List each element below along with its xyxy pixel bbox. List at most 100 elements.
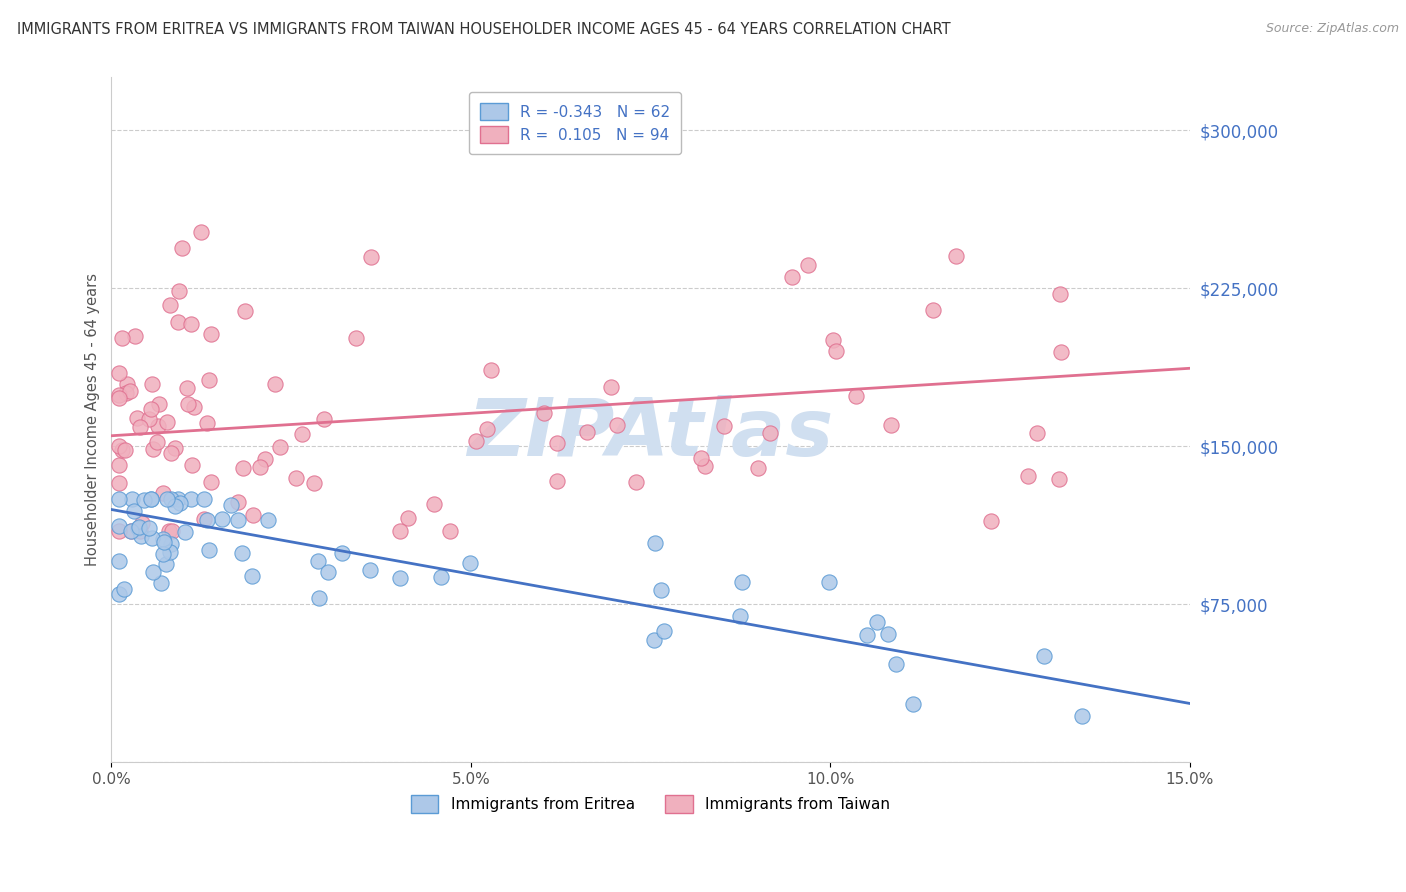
- Point: [129, 524, 152, 538]
- Point: [120, 524, 142, 538]
- Point: [107, 554, 129, 568]
- Point: [269, 441, 291, 455]
- Point: [922, 303, 945, 318]
- Point: [160, 491, 183, 506]
- Point: [439, 524, 461, 538]
- Point: [180, 317, 202, 331]
- Point: [249, 459, 271, 474]
- Point: [150, 575, 173, 590]
- Point: [152, 532, 174, 546]
- Point: [330, 546, 353, 560]
- Point: [195, 417, 218, 431]
- Point: [606, 418, 628, 433]
- Point: [1017, 468, 1039, 483]
- Point: [824, 343, 846, 358]
- Point: [153, 534, 176, 549]
- Point: [546, 436, 568, 450]
- Point: [650, 583, 672, 598]
- Point: [107, 458, 129, 472]
- Point: [1047, 472, 1070, 486]
- Point: [690, 451, 713, 466]
- Point: [644, 535, 666, 549]
- Point: [107, 391, 129, 405]
- Point: [107, 586, 129, 600]
- Point: [107, 491, 129, 506]
- Point: [396, 511, 419, 525]
- Point: [232, 461, 254, 475]
- Point: [257, 513, 280, 527]
- Point: [142, 442, 165, 457]
- Point: [170, 241, 193, 255]
- Point: [183, 400, 205, 414]
- Point: [877, 627, 900, 641]
- Point: [198, 373, 221, 387]
- Point: [176, 381, 198, 395]
- Point: [160, 446, 183, 460]
- Point: [141, 491, 163, 506]
- Point: [233, 303, 256, 318]
- Point: [193, 511, 215, 525]
- Point: [730, 574, 752, 589]
- Text: Source: ZipAtlas.com: Source: ZipAtlas.com: [1265, 22, 1399, 36]
- Point: [1049, 344, 1071, 359]
- Point: [464, 434, 486, 449]
- Point: [132, 492, 155, 507]
- Point: [112, 582, 135, 597]
- Point: [817, 574, 839, 589]
- Point: [479, 363, 502, 377]
- Point: [231, 546, 253, 560]
- Point: [782, 269, 804, 284]
- Point: [128, 419, 150, 434]
- Point: [165, 441, 187, 455]
- Point: [156, 491, 179, 506]
- Point: [226, 494, 249, 508]
- Point: [575, 425, 598, 439]
- Point: [291, 426, 314, 441]
- Point: [177, 396, 200, 410]
- Point: [138, 412, 160, 426]
- Point: [159, 524, 181, 538]
- Point: [155, 557, 177, 571]
- Point: [167, 315, 190, 329]
- Point: [316, 566, 339, 580]
- Point: [360, 251, 382, 265]
- Point: [195, 513, 218, 527]
- Point: [1032, 649, 1054, 664]
- Point: [747, 460, 769, 475]
- Point: [200, 475, 222, 489]
- Point: [169, 496, 191, 510]
- Point: [107, 475, 129, 490]
- Point: [152, 486, 174, 500]
- Point: [124, 329, 146, 343]
- Point: [1049, 286, 1071, 301]
- Point: [125, 411, 148, 425]
- Point: [1026, 426, 1049, 441]
- Point: [159, 298, 181, 312]
- Point: [165, 499, 187, 513]
- Point: [111, 443, 134, 458]
- Point: [643, 633, 665, 648]
- Point: [901, 697, 924, 711]
- Point: [138, 521, 160, 535]
- Point: [115, 385, 138, 400]
- Point: [142, 565, 165, 579]
- Point: [108, 387, 131, 401]
- Point: [198, 543, 221, 558]
- Point: [180, 491, 202, 506]
- Point: [148, 419, 170, 434]
- Point: [344, 331, 367, 345]
- Point: [111, 331, 134, 345]
- Point: [120, 524, 142, 538]
- Point: [131, 516, 153, 530]
- Point: [845, 389, 868, 403]
- Point: [308, 591, 330, 606]
- Point: [139, 402, 162, 417]
- Point: [181, 458, 204, 472]
- Point: [190, 225, 212, 239]
- Point: [122, 504, 145, 518]
- Point: [458, 556, 481, 570]
- Point: [128, 520, 150, 534]
- Text: ZIPAtlas: ZIPAtlas: [467, 394, 834, 473]
- Point: [167, 491, 190, 506]
- Text: IMMIGRANTS FROM ERITREA VS IMMIGRANTS FROM TAIWAN HOUSEHOLDER INCOME AGES 45 - 6: IMMIGRANTS FROM ERITREA VS IMMIGRANTS FR…: [17, 22, 950, 37]
